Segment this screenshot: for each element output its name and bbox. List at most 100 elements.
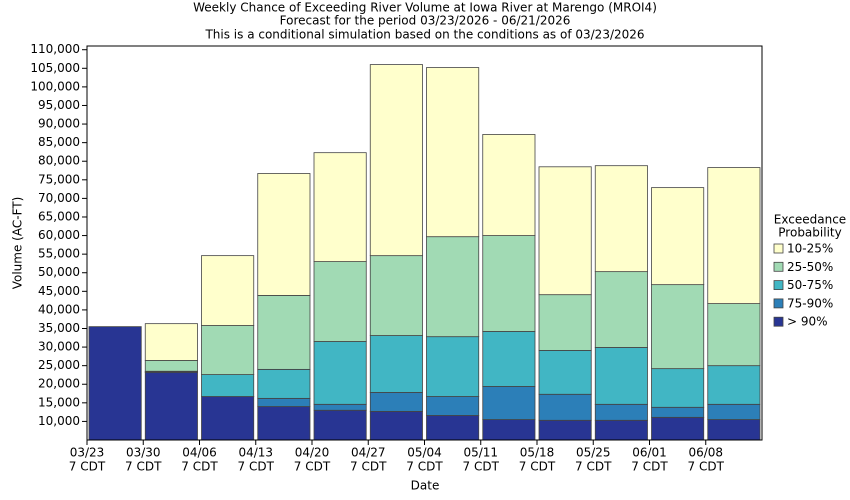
bar-segment [707,403,761,420]
chart-title: Weekly Chance of Exceeding River Volume … [193,1,657,15]
x-tick-label: 7 CDT [350,460,387,474]
y-tick-label: 100,000 [30,79,80,93]
y-tick-label: 55,000 [38,247,80,261]
x-tick-label: 05/04 [407,446,442,460]
y-tick-label: 75,000 [38,172,80,186]
bar-segment [707,419,761,441]
bar-segment [426,336,480,397]
bar-segment [426,415,480,441]
bar-segment [538,419,592,441]
y-tick-label: 80,000 [38,154,80,168]
y-tick-label: 110,000 [30,42,80,56]
bar-segment [313,409,367,441]
bar-segment [201,374,255,397]
bar-segment [313,403,367,411]
x-tick-label: 05/11 [463,446,498,460]
bar-segment [651,187,705,286]
bar-segment [707,167,761,304]
legend-swatch [773,280,784,291]
legend-label: 10-25% [787,242,833,256]
bar-segment [257,368,311,399]
legend-swatch [773,261,784,272]
x-tick-label: 06/01 [632,446,667,460]
x-tick-label: 7 CDT [519,460,556,474]
x-tick-label: 7 CDT [688,460,725,474]
bar-segment [201,396,255,441]
bar-segment [594,347,648,405]
bar-segment [594,403,648,421]
x-tick-label: 7 CDT [181,460,218,474]
y-tick-label: 50,000 [38,265,80,279]
x-tick-label: 7 CDT [238,460,275,474]
y-tick-label: 95,000 [38,98,80,112]
bar-segment [538,350,592,395]
bar-segment [594,165,648,273]
bar-segment [482,134,536,236]
x-tick-label: 7 CDT [406,460,443,474]
bar-segment [482,419,536,441]
plot-frame [86,45,763,441]
x-tick-label: 7 CDT [125,460,162,474]
bar-segment [257,295,311,370]
legend-label: 75-90% [787,296,833,310]
bar-segment [369,410,423,441]
legend-label: 25-50% [787,260,833,274]
chart-subtitle: This is a conditional simulation based o… [204,28,644,42]
bar-segment [594,419,648,441]
y-tick-label: 70,000 [38,191,80,205]
y-tick-label: 105,000 [30,61,80,75]
y-tick-label: 25,000 [38,358,80,372]
x-tick-label: 04/27 [351,446,386,460]
x-axis-label: Date [411,479,440,493]
plot-area [87,46,762,440]
bar-segment [651,416,705,441]
x-tick-label: 05/25 [576,446,611,460]
bar-segment [201,325,255,375]
bar-segment [538,294,592,351]
bar-segment [426,236,480,338]
bar-segment [313,152,367,262]
legend-label: > 90% [787,315,828,329]
bar-segment [594,271,648,348]
bar-segment [144,323,198,361]
legend-swatch [773,316,784,327]
bar-segment [201,255,255,326]
bar-segment [426,396,480,416]
chart-subtitle: Forecast for the period 03/23/2026 - 06/… [280,14,571,28]
x-tick-label: 03/30 [126,446,161,460]
bar-segment [88,326,142,441]
y-tick-label: 20,000 [38,377,80,391]
bar-segment [482,331,536,387]
x-tick-label: 7 CDT [575,460,612,474]
x-tick-label: 7 CDT [69,460,106,474]
x-tick-label: 03/23 [70,446,105,460]
bar-segment [707,365,761,405]
bar-segment [651,284,705,370]
bar-segment [313,261,367,342]
bar-segment [538,393,592,421]
y-tick-label: 65,000 [38,209,80,223]
x-tick-label: 04/20 [295,446,330,460]
y-tick-label: 30,000 [38,340,80,354]
y-tick-label: 60,000 [38,228,80,242]
bar-segment [651,368,705,408]
legend-title: Exceedance [774,213,846,227]
y-axis-label: Volume (AC-FT) [11,197,25,290]
x-tick-label: 06/08 [688,446,723,460]
bar-segment [369,392,423,412]
bar-segment [144,371,198,441]
bar-segment [257,173,311,296]
bar-segment [538,166,592,296]
x-tick-label: 7 CDT [294,460,331,474]
bar-segment [369,64,423,257]
bar-segment [707,303,761,367]
y-tick-label: 15,000 [38,395,80,409]
bar-segment [651,406,705,418]
x-tick-label: 05/18 [520,446,555,460]
x-tick-label: 04/13 [238,446,273,460]
bar-segment [313,341,367,405]
bar-segment [426,67,480,238]
x-tick-label: 7 CDT [631,460,668,474]
x-tick-label: 7 CDT [463,460,500,474]
